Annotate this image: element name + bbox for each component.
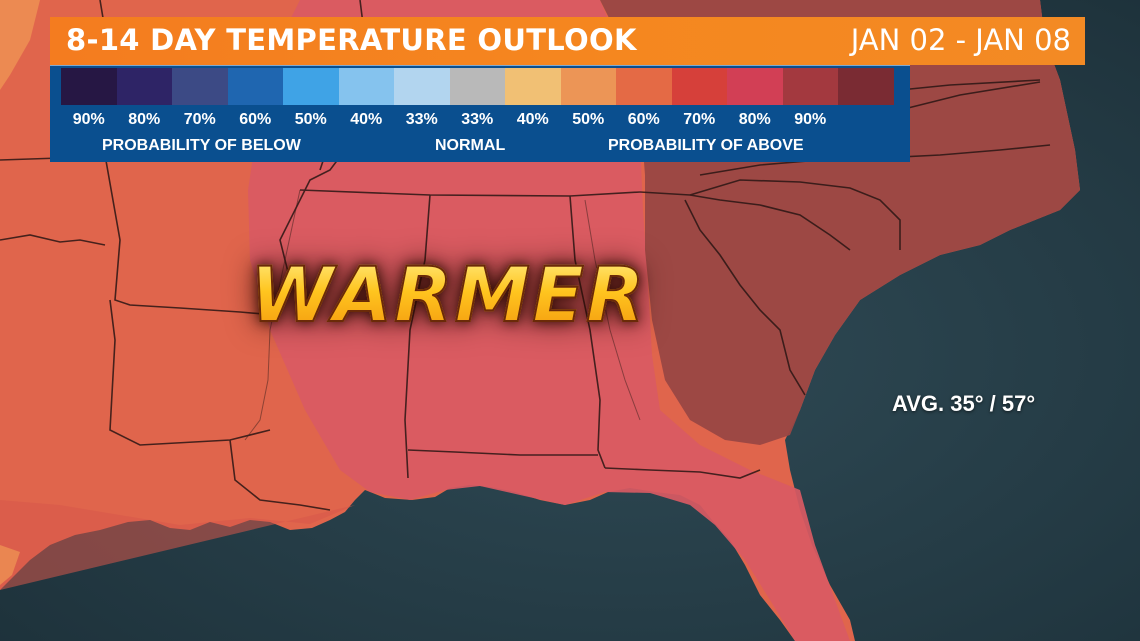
title-bar: 8-14 DAY TEMPERATURE OUTLOOK JAN 02 - JA…	[50, 17, 1085, 65]
date-range: JAN 02 - JAN 08	[850, 23, 1071, 57]
legend-swatch	[727, 68, 783, 105]
legend-swatch	[283, 68, 339, 105]
legend-swatch	[505, 68, 561, 105]
legend-percent-label: 80%	[128, 111, 161, 128]
legend-percent-label: 33%	[405, 111, 438, 128]
legend-percent-label: 40%	[516, 111, 549, 128]
legend-swatch	[394, 68, 450, 105]
legend-swatch	[338, 68, 394, 105]
legend-percent-label: 60%	[627, 111, 660, 128]
legend-swatch	[782, 68, 838, 105]
legend-percent-label: 80%	[738, 111, 771, 128]
outlook-title: 8-14 DAY TEMPERATURE OUTLOOK	[66, 23, 637, 57]
average-temperatures: AVG. 35° / 57°	[892, 391, 1036, 416]
legend-percent-label: 70%	[183, 111, 216, 128]
legend-percent-label: 70%	[683, 111, 716, 128]
legend-percent-label: 90%	[72, 111, 105, 128]
legend-swatch	[616, 68, 672, 105]
below-caption: PROBABILITY OF BELOW	[102, 137, 301, 154]
legend-swatch	[838, 68, 894, 105]
legend-percent-label: 50%	[294, 111, 327, 128]
legend-percent-label: 90%	[794, 111, 827, 128]
legend-swatch	[116, 68, 172, 105]
probability-50-corner	[0, 0, 40, 90]
legend-percent-label: 50%	[572, 111, 605, 128]
rivers	[244, 189, 641, 441]
legend-swatch	[227, 68, 283, 105]
warmer-headline: WARMER	[249, 250, 647, 339]
legend-swatch	[61, 68, 117, 105]
probability-legend: 90% 80% 70% 60% 50% 40% 33% 33% 40% 50% 60% 70% 80% 9…	[50, 65, 910, 162]
normal-caption: NORMAL	[435, 137, 506, 154]
legend-swatch	[560, 68, 616, 105]
probability-50-southwest	[0, 545, 20, 585]
legend-swatch-row	[61, 68, 894, 105]
legend-swatch	[671, 68, 727, 105]
legend-swatch	[172, 68, 228, 105]
legend-percent-label: 40%	[350, 111, 383, 128]
gulf-coast-south-edge	[0, 500, 355, 590]
legend-percent-label: 60%	[239, 111, 272, 128]
legend-percent-label	[838, 111, 894, 129]
legend-percent-row: 90% 80% 70% 60% 50% 40% 33% 33% 40% 50% 60% 70% 80% 9…	[61, 111, 894, 129]
legend-percent-label: 33%	[461, 111, 494, 128]
above-caption: PROBABILITY OF ABOVE	[608, 137, 804, 154]
legend-swatch	[449, 68, 505, 105]
